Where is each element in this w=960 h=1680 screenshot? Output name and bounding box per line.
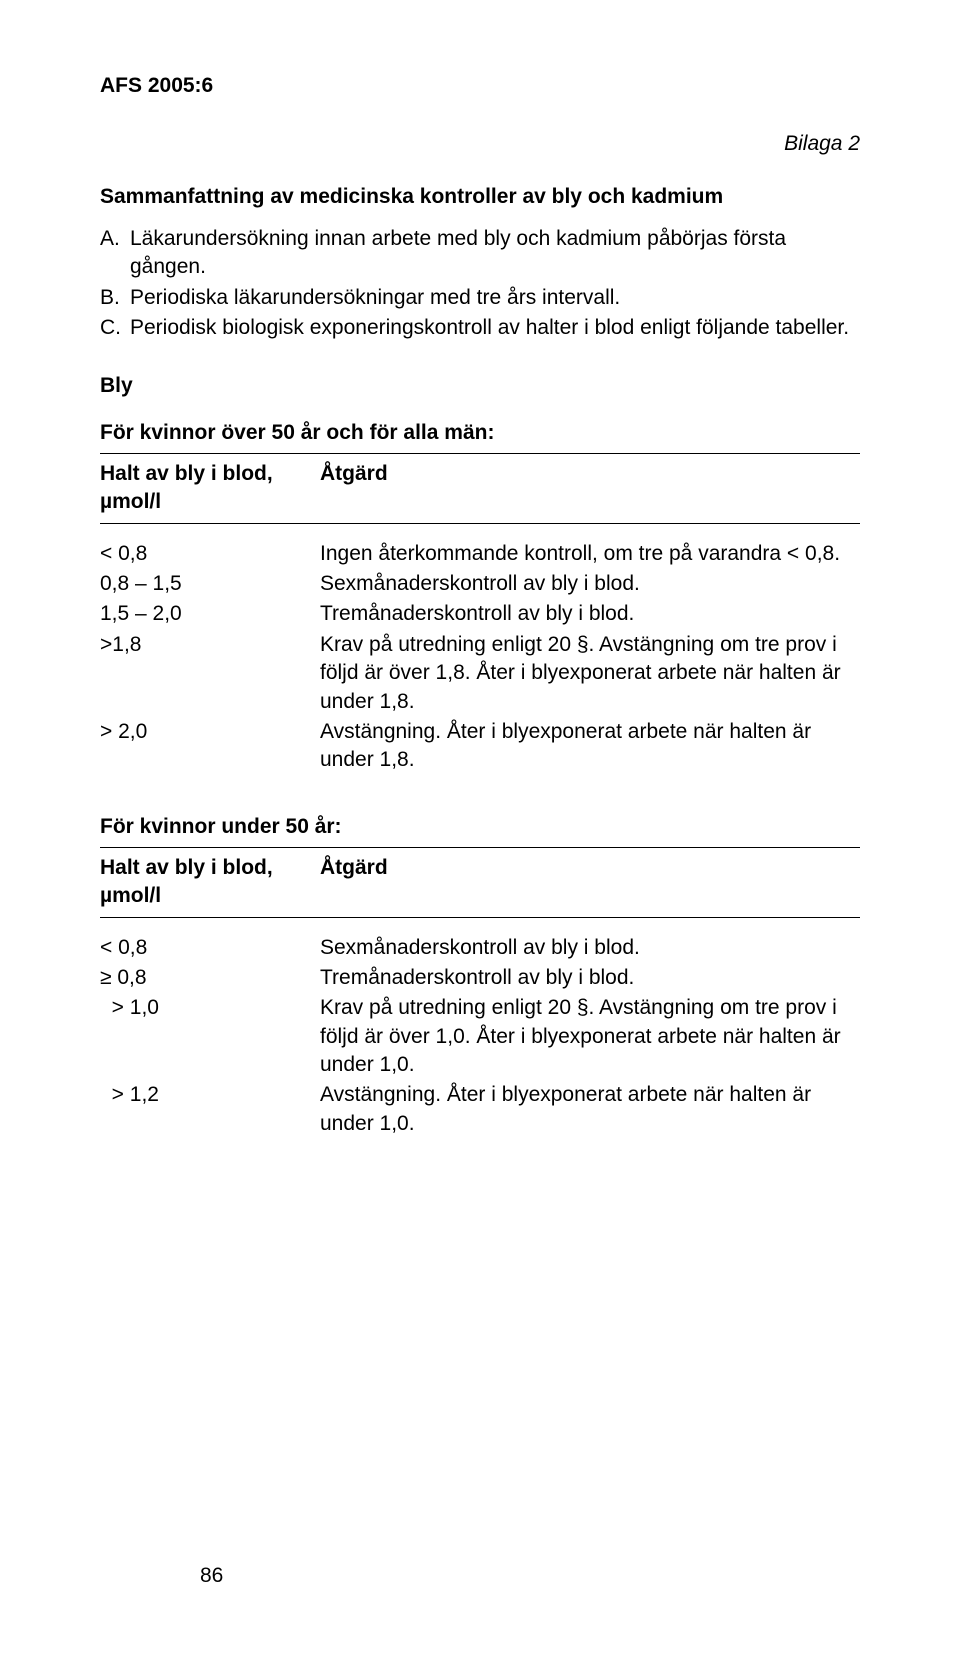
table2-head-left: Halt av bly i blod, µmol/l [100, 854, 320, 911]
page-number: 86 [200, 1562, 223, 1590]
cell-left: > 1,0 [100, 994, 320, 1079]
table2-head: Halt av bly i blod, µmol/l Åtgärd [100, 848, 860, 917]
table1-caption: För kvinnor över 50 år och för alla män: [100, 419, 860, 447]
table1-head-left: Halt av bly i blod, µmol/l [100, 460, 320, 517]
table-row: 0,8 – 1,5 Sexmånaderskontroll av bly i b… [100, 570, 860, 598]
cell-right: Tremånaderskontroll av bly i blod. [320, 600, 860, 628]
cell-right: Sexmånaderskontroll av bly i blod. [320, 570, 860, 598]
table2-caption: För kvinnor under 50 år: [100, 813, 860, 841]
table-row: < 0,8 Ingen återkommande kontroll, om tr… [100, 540, 860, 568]
cell-left: ≥ 0,8 [100, 964, 320, 992]
intro-item: A. Läkarundersökning innan arbete med bl… [100, 225, 860, 282]
cell-right: Tremånaderskontroll av bly i blod. [320, 964, 860, 992]
intro-text: Läkarundersökning innan arbete med bly o… [130, 225, 860, 282]
intro-item: C. Periodisk biologisk exponeringskontro… [100, 314, 860, 342]
intro-list: A. Läkarundersökning innan arbete med bl… [100, 225, 860, 342]
cell-left: 0,8 – 1,5 [100, 570, 320, 598]
cell-left: < 0,8 [100, 540, 320, 568]
table1-head: Halt av bly i blod, µmol/l Åtgärd [100, 454, 860, 523]
table-row: 1,5 – 2,0 Tremånaderskontroll av bly i b… [100, 600, 860, 628]
table-row: >1,8 Krav på utredning enligt 20 §. Avst… [100, 631, 860, 716]
cell-right: Krav på utredning enligt 20 §. Avstängni… [320, 631, 860, 716]
document-header: AFS 2005:6 [100, 72, 860, 100]
table2: Halt av bly i blod, µmol/l Åtgärd < 0,8 … [100, 847, 860, 1138]
appendix-label: Bilaga 2 [100, 130, 860, 158]
main-title: Sammanfattning av medicinska kontroller … [100, 183, 860, 211]
intro-label: B. [100, 284, 130, 312]
table-row: > 1,0 Krav på utredning enligt 20 §. Avs… [100, 994, 860, 1079]
cell-left: < 0,8 [100, 934, 320, 962]
table1-body: < 0,8 Ingen återkommande kontroll, om tr… [100, 524, 860, 775]
table2-head-right: Åtgärd [320, 854, 860, 911]
intro-text: Periodisk biologisk exponeringskontroll … [130, 314, 860, 342]
cell-right: Avstängning. Åter i blyexponerat arbete … [320, 718, 860, 775]
intro-item: B. Periodiska läkarundersökningar med tr… [100, 284, 860, 312]
intro-text: Periodiska läkarundersökningar med tre å… [130, 284, 860, 312]
table2-body: < 0,8 Sexmånaderskontroll av bly i blod.… [100, 918, 860, 1138]
table-row: > 1,2 Avstängning. Åter i blyexponerat a… [100, 1081, 860, 1138]
table1: Halt av bly i blod, µmol/l Åtgärd < 0,8 … [100, 453, 860, 774]
intro-label: A. [100, 225, 130, 282]
cell-right: Ingen återkommande kontroll, om tre på v… [320, 540, 860, 568]
table-row: < 0,8 Sexmånaderskontroll av bly i blod. [100, 934, 860, 962]
cell-left: >1,8 [100, 631, 320, 716]
cell-right: Sexmånaderskontroll av bly i blod. [320, 934, 860, 962]
cell-left: > 1,2 [100, 1081, 320, 1138]
table-row: ≥ 0,8 Tremånaderskontroll av bly i blod. [100, 964, 860, 992]
table-row: > 2,0 Avstängning. Åter i blyexponerat a… [100, 718, 860, 775]
table1-head-right: Åtgärd [320, 460, 860, 517]
section-title-bly: Bly [100, 372, 860, 400]
cell-left: 1,5 – 2,0 [100, 600, 320, 628]
intro-label: C. [100, 314, 130, 342]
cell-right: Avstängning. Åter i blyexponerat arbete … [320, 1081, 860, 1138]
cell-left: > 2,0 [100, 718, 320, 775]
cell-right: Krav på utredning enligt 20 §. Avstängni… [320, 994, 860, 1079]
